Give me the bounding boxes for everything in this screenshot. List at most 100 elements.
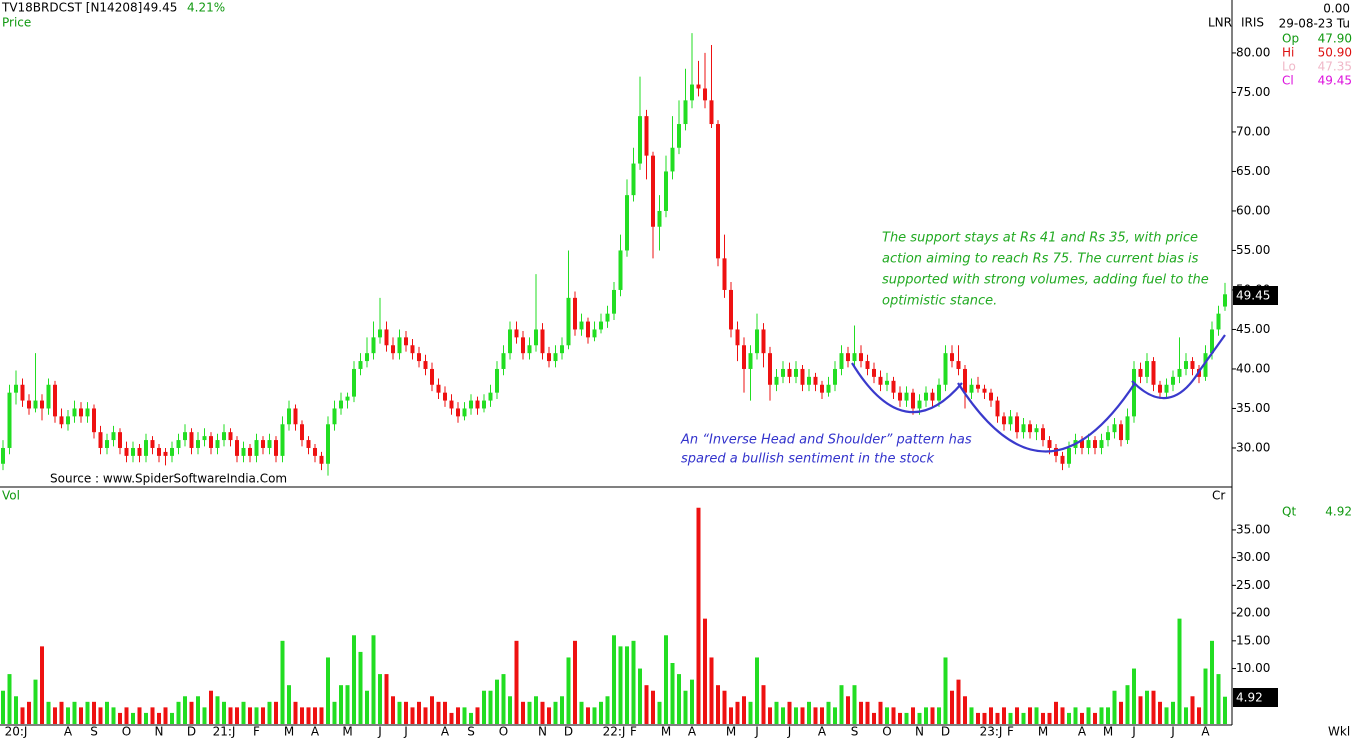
candle-body [1138, 368, 1143, 377]
pattern-note: An “Inverse Head and Shoulder” pattern h… [680, 433, 972, 448]
volume-bar [1086, 707, 1091, 724]
x-tick-label: S [851, 725, 859, 739]
candle-body [1125, 416, 1130, 441]
volume-bar [150, 707, 155, 724]
candle-body [339, 400, 343, 409]
volume-bar [807, 701, 811, 724]
x-tick-label: A [818, 725, 827, 739]
qt-value: 4.92 [1325, 505, 1352, 519]
date: 29-08-23 Tu [1279, 17, 1350, 31]
y-tick-label: 65.00 [1236, 164, 1270, 178]
volume-bar [716, 685, 720, 724]
volume-bar [72, 701, 77, 724]
volume-bar [1067, 712, 1071, 724]
candle-body [397, 337, 402, 354]
volume-bar [1034, 707, 1039, 724]
volume-bar [332, 701, 337, 724]
candle-body [33, 400, 38, 409]
candle-body [40, 400, 44, 409]
volume-bar [254, 707, 259, 724]
volume-bar [638, 668, 642, 724]
candle-body [332, 408, 337, 425]
candle-body [404, 337, 408, 346]
candle-body [27, 400, 31, 409]
x-tick-label: M [661, 725, 671, 739]
candle-body [657, 210, 662, 227]
candle-body [469, 400, 473, 409]
volume-bar [339, 685, 343, 724]
candle-body [521, 337, 525, 354]
x-tick-label: J [377, 725, 382, 739]
candle-body [1028, 424, 1032, 433]
volume-bar [488, 690, 493, 724]
candle-body [1223, 294, 1227, 307]
volume-bar [1028, 707, 1032, 724]
volume-bar [228, 707, 233, 724]
volume-bar [1164, 707, 1169, 724]
volume-bar [1138, 696, 1143, 724]
volume-bar [235, 707, 239, 724]
x-tick-label: M [1038, 725, 1048, 739]
candle-body [820, 384, 824, 393]
volume-bar [202, 707, 207, 724]
pattern-note: spared a bullish sentiment in the stock [681, 452, 935, 467]
volume-bar [449, 712, 454, 724]
candle-body [638, 116, 642, 164]
candle-body [7, 392, 12, 448]
x-tick-label: J [1131, 725, 1136, 739]
volume-bar [833, 707, 837, 724]
x-tick-label: O [122, 725, 131, 739]
volume-bar [995, 712, 1000, 724]
candle-body [274, 440, 278, 456]
volume-bar [33, 679, 38, 724]
candle-body [1060, 455, 1065, 464]
candle-body [904, 392, 909, 401]
candle-body [553, 353, 558, 362]
y-tick-label: 20.00 [1236, 606, 1270, 620]
x-tick-label: S [467, 725, 475, 739]
volume-bar [1112, 690, 1117, 724]
candle-body [215, 440, 220, 448]
candle-body [755, 329, 759, 354]
volume-bar [46, 701, 51, 724]
top-value: 0.00 [1323, 2, 1350, 16]
x-tick-label: A [1078, 725, 1087, 739]
volume-bar [430, 696, 434, 724]
volume-bar [891, 707, 896, 724]
commentary: supported with strong volumes, adding fu… [882, 273, 1209, 288]
candle-body [872, 368, 876, 377]
qt-label: Qt [1282, 505, 1296, 519]
candle-body [833, 368, 837, 385]
volume-bar [378, 674, 382, 724]
volume-bar [1184, 707, 1188, 724]
candle-body [1164, 384, 1169, 393]
candle-body [144, 440, 148, 456]
volume-bar [599, 701, 603, 724]
x-tick-label: O [882, 725, 891, 739]
candle-body [560, 345, 564, 354]
candle-body [924, 392, 928, 401]
y-tick-label: 55.00 [1236, 243, 1270, 257]
volume-bar [456, 707, 460, 724]
volume-bar [508, 696, 512, 724]
volume-bar [644, 685, 649, 724]
candle-body [254, 440, 259, 456]
candle-body [768, 353, 772, 385]
volume-bar [612, 635, 616, 724]
y-tick-label: 35.00 [1236, 522, 1270, 536]
volume-bar [911, 707, 915, 724]
candle-body [813, 376, 818, 385]
volume-bar [280, 640, 285, 724]
candle-body [92, 408, 96, 433]
candle-body [963, 368, 967, 393]
candle-body [293, 408, 298, 425]
x-tick-label: N [155, 725, 164, 739]
candle-body [482, 400, 486, 409]
volume-bar [768, 707, 772, 724]
y-tick-label: 30.00 [1236, 440, 1270, 454]
volume-bar [313, 707, 317, 724]
volume-bar [631, 640, 636, 724]
candle-body [183, 432, 187, 441]
candle-body [729, 289, 733, 330]
